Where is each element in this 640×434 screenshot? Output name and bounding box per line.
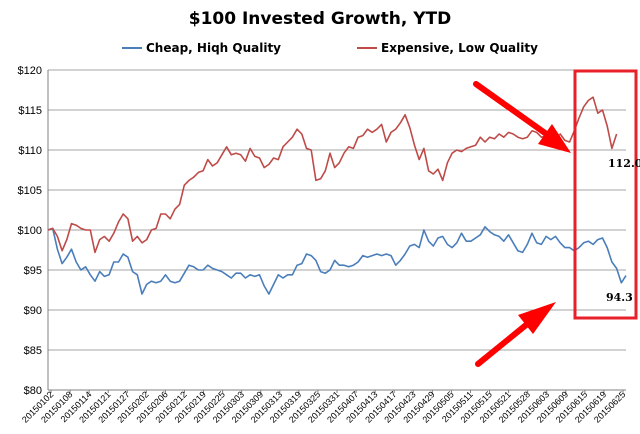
y-tick-label: $105: [18, 185, 42, 197]
arrow-top-head: [538, 124, 571, 153]
y-tick-label: $110: [18, 145, 42, 157]
y-tick-label: $95: [24, 265, 42, 277]
series-line-expensive: [47, 96, 618, 254]
arrow-bottom-shaft: [475, 322, 529, 367]
highlight-box: [573, 69, 638, 320]
y-tick-label: $80: [24, 385, 42, 397]
series-lines: [47, 96, 627, 295]
legend-label-cheap: Cheap, Hiqh Quality: [146, 41, 281, 55]
arrow-top-shaft: [473, 81, 548, 136]
y-tick-label: $90: [24, 305, 42, 317]
legend-label-expensive: Expensive, Low Quality: [381, 41, 538, 55]
y-tick-label: $100: [18, 225, 42, 237]
chart-title: $100 Invested Growth, YTD: [189, 9, 451, 29]
highlight-rectangle: [573, 69, 638, 320]
y-axis: $80 $85 $90 $95 $100 $105 $110 $115 $120: [18, 65, 49, 397]
arrows: [473, 81, 571, 367]
y-tick-label: $120: [18, 65, 42, 77]
arrow-bottom-head: [518, 302, 556, 334]
y-tick-label: $85: [24, 345, 42, 357]
end-label-cheap: 94.3: [606, 291, 633, 304]
y-tick-label: $115: [18, 105, 42, 117]
legend: Cheap, Hiqh Quality Expensive, Low Quali…: [122, 41, 538, 55]
series-line-cheap: [47, 226, 627, 295]
end-label-expensive: 112.0: [608, 157, 640, 170]
